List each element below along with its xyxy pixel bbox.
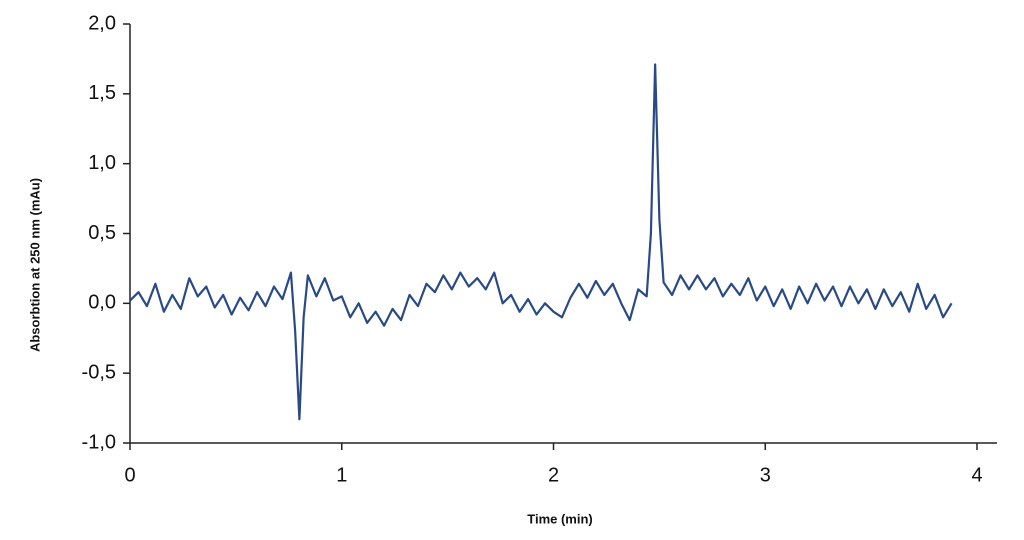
y-tick-label: 0,5	[88, 222, 116, 244]
signal-line	[129, 63, 953, 421]
x-tick-label: 0	[124, 464, 135, 486]
y-tick-label: 2,0	[88, 12, 116, 34]
y-tick-label: 1,5	[88, 82, 116, 104]
y-tick-label: -1,0	[82, 431, 116, 453]
y-tick-label: -0,5	[82, 361, 116, 383]
x-tick-label: 2	[548, 464, 559, 486]
y-tick-label: 1,0	[88, 152, 116, 174]
x-axis-label: Time (min)	[527, 511, 593, 526]
x-tick-label: 3	[760, 464, 771, 486]
y-tick-label: 0,0	[88, 292, 116, 314]
x-tick-label: 4	[971, 464, 982, 486]
y-axis-label: Absorbtion at 250 nm (mAu)	[27, 178, 42, 352]
x-tick-label: 1	[336, 464, 347, 486]
